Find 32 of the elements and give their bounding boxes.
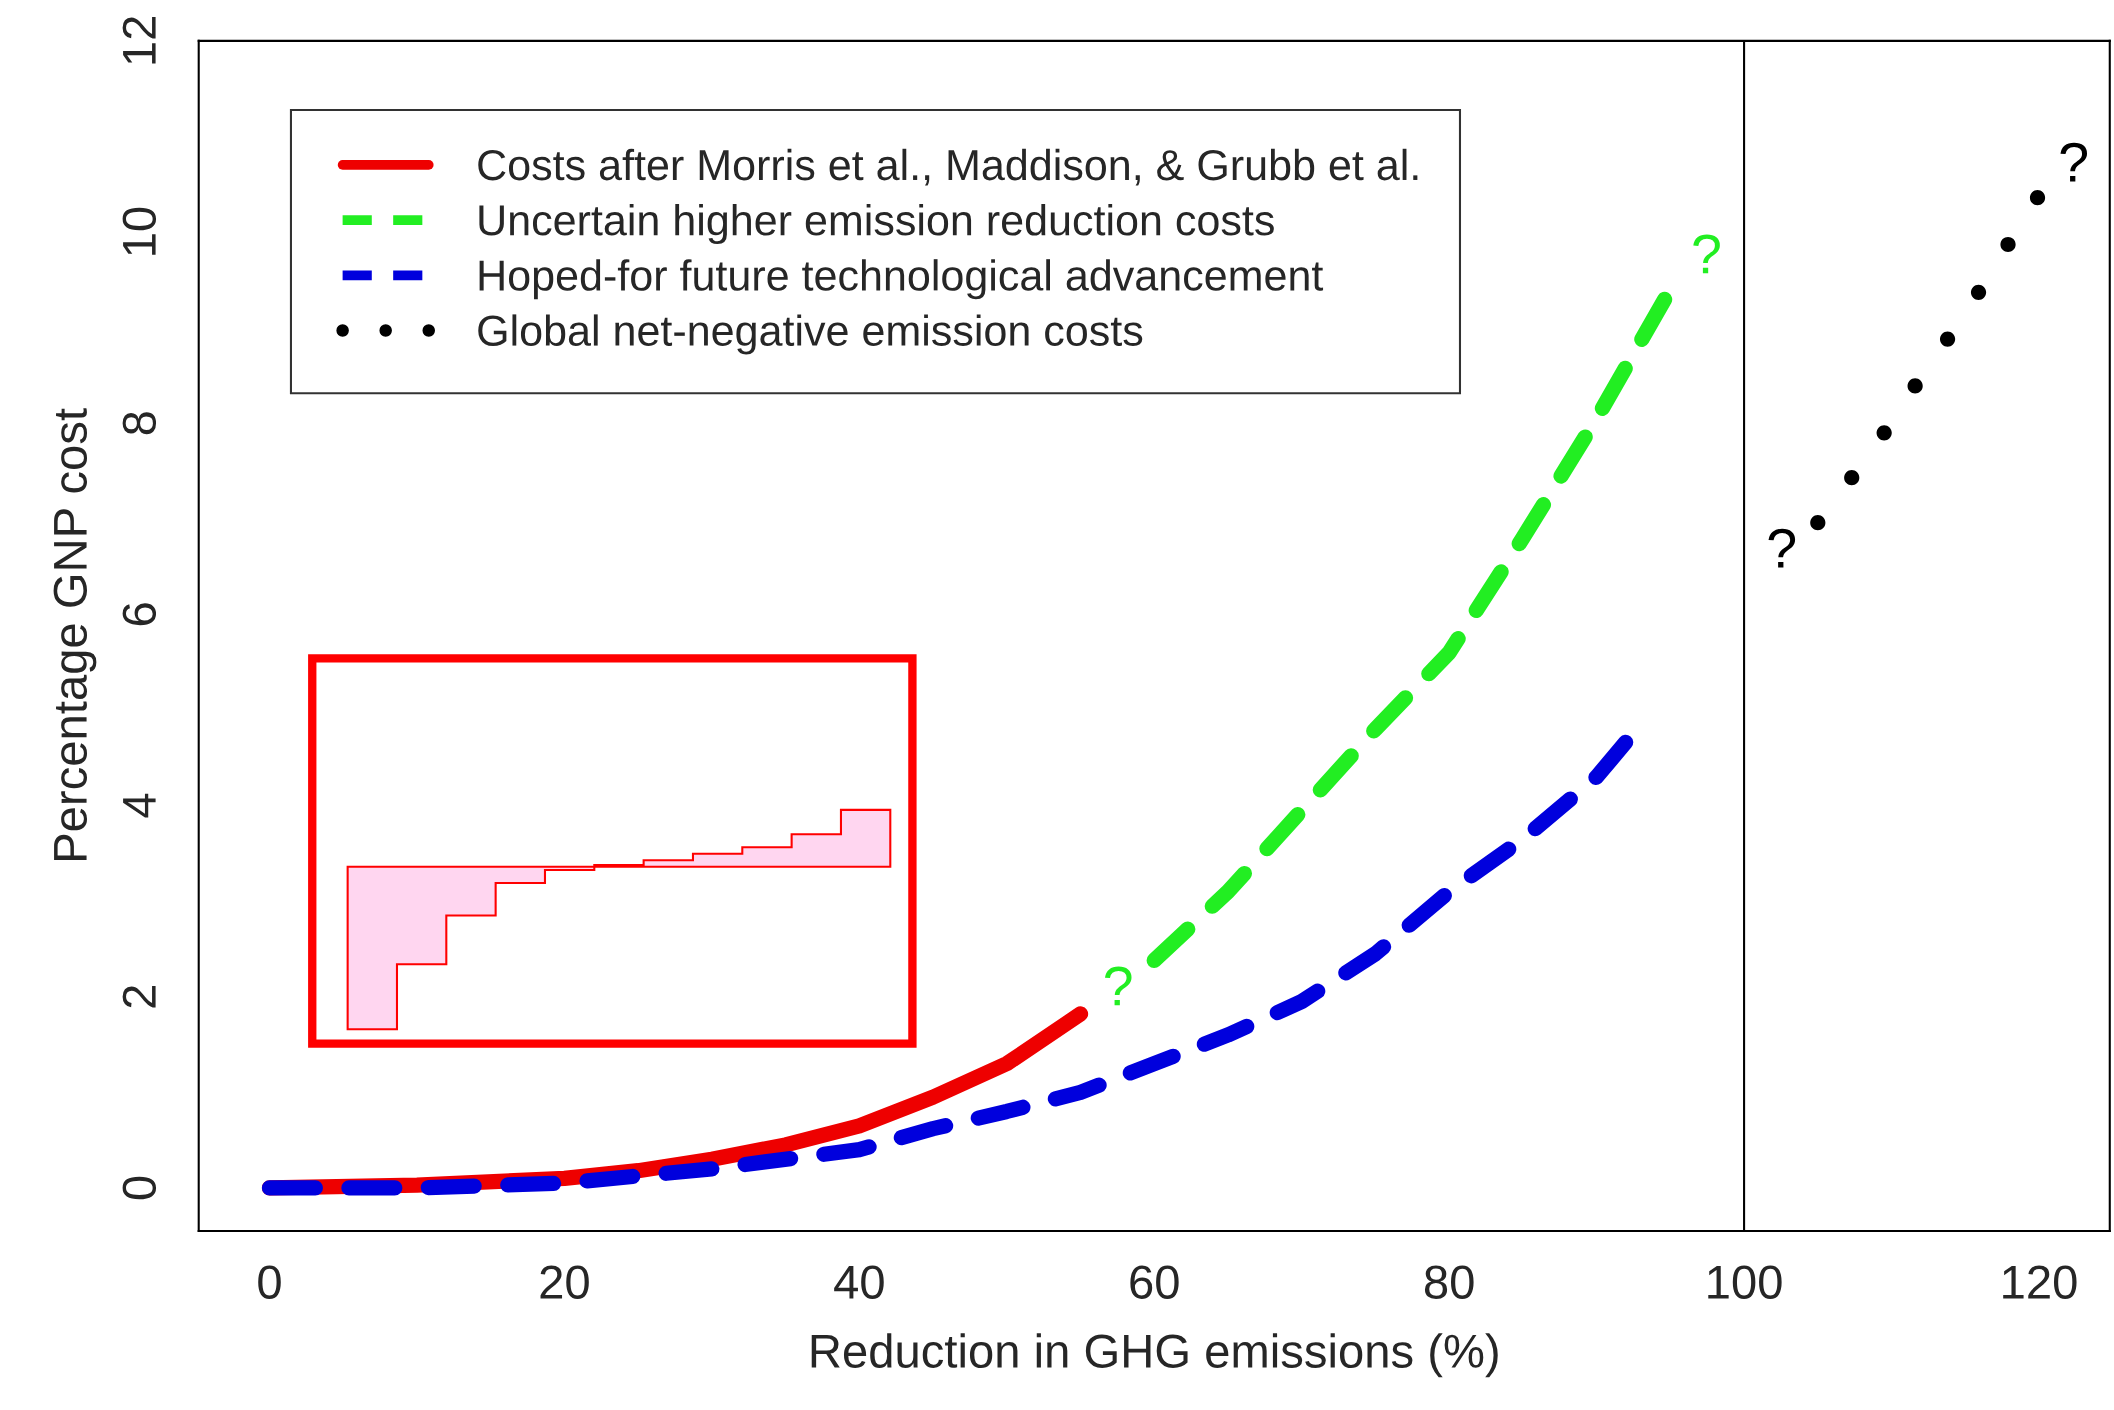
- point: [2029, 190, 2046, 206]
- y-tick-label: 12: [122, 17, 156, 64]
- y-tick-label: 8: [122, 412, 157, 435]
- y-tick-label: 4: [123, 793, 156, 818]
- annotation: ?: [1693, 234, 1720, 274]
- y-axis-title: Percentage GNP cost: [53, 408, 97, 860]
- point: [1970, 284, 1987, 300]
- legend-label: Costs after Morris et al., Maddison, & Grubb et al.: [478, 148, 1418, 186]
- legend-label: Hoped-for future technological advancement: [479, 259, 1324, 300]
- x-tick-label: 40: [834, 1265, 884, 1299]
- point: [1810, 515, 1826, 531]
- x-tick-label: 20: [540, 1265, 589, 1299]
- point: [1844, 470, 1860, 486]
- x-tick-label: 120: [2003, 1265, 2077, 1299]
- legend-label: Uncertain higher emission reduction costs: [479, 203, 1274, 245]
- x-tick-label: 80: [1424, 1265, 1474, 1299]
- point: [1907, 378, 1923, 394]
- point: [1876, 425, 1892, 441]
- y-tick-label: 0: [122, 1176, 157, 1200]
- legend-label: Global net-negative emission costs: [478, 314, 1143, 355]
- annotation: ?: [2060, 142, 2088, 182]
- y-tick-label: 2: [122, 985, 156, 1008]
- point: [2000, 236, 2016, 253]
- annotation: ?: [1104, 966, 1132, 1006]
- y-tick-label: 6: [122, 603, 157, 626]
- x-tick-label: 60: [1130, 1265, 1179, 1299]
- annotation: ?: [1768, 528, 1796, 568]
- x-tick-label: 100: [1708, 1265, 1782, 1299]
- point: [1939, 331, 1956, 347]
- x-tick-label: 0: [258, 1265, 281, 1299]
- x-axis-title: Reduction in GHG emissions (%): [811, 1333, 1498, 1378]
- y-tick-label: 10: [122, 207, 157, 255]
